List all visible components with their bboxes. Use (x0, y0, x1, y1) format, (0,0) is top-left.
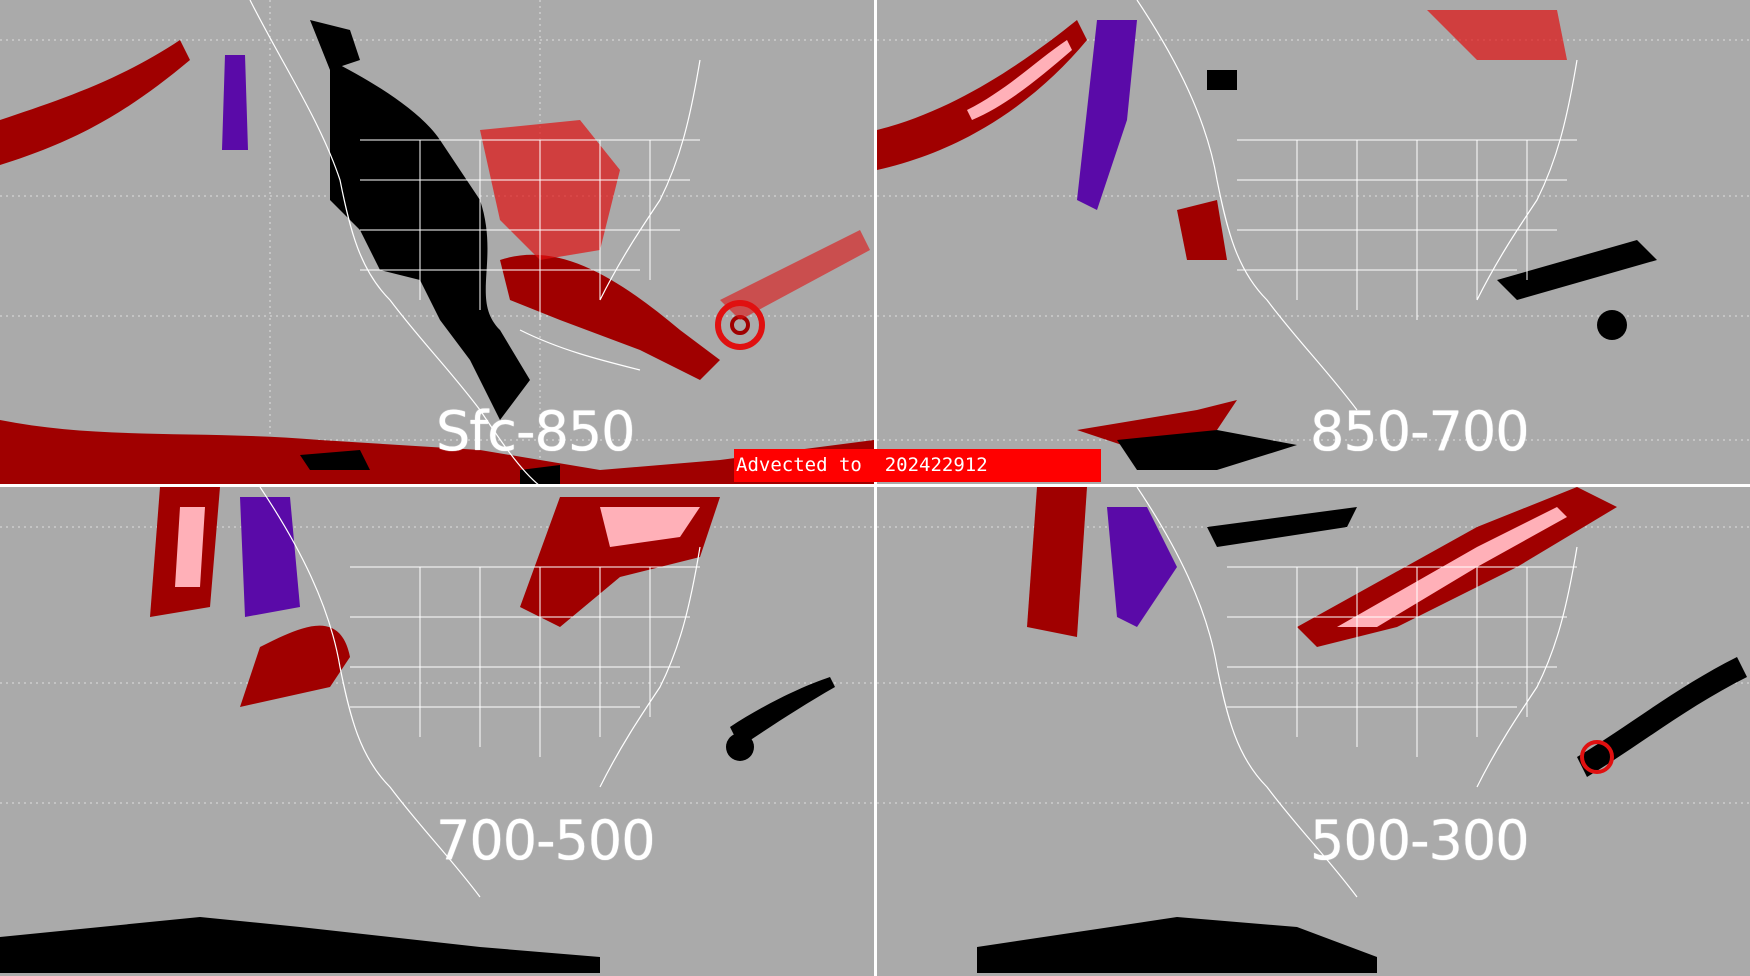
red-region-midwest (480, 120, 620, 260)
tropical-dry-spots (300, 450, 560, 486)
state-borders (350, 566, 700, 757)
map-panel-700-500: 700-500 (0, 487, 874, 973)
coastlines (1136, 487, 1578, 898)
purple-region (222, 55, 248, 150)
tropical-dry-band (0, 917, 600, 973)
dry-region-west-us (330, 60, 530, 420)
red-region-westcoast (240, 625, 350, 707)
tropical-dry-band (1117, 430, 1297, 470)
coastlines (1136, 0, 1578, 411)
dry-streak-north (1207, 507, 1357, 547)
dry-streak-atlantic (1577, 657, 1747, 777)
hurricane-eye (1597, 310, 1627, 340)
pink-plume-pacific (175, 507, 205, 587)
dry-spiral-atlantic (730, 677, 835, 747)
advected-timestamp-banner: Advected to 202422912 (734, 449, 1101, 482)
vertical-divider (874, 0, 877, 976)
state-borders (360, 139, 700, 320)
graticule (877, 39, 1750, 441)
map-sfc-850 (0, 0, 874, 486)
red-region-east (500, 254, 720, 380)
purple-region (1107, 507, 1177, 627)
coastlines (259, 487, 701, 898)
purple-region (240, 497, 300, 617)
map-700-500 (0, 487, 874, 973)
pink-region-northeast (600, 507, 700, 547)
tropical-band (1077, 400, 1237, 450)
coastlines (249, 0, 701, 486)
layer-label-500-300: 500-300 (1310, 809, 1530, 872)
graticule (877, 526, 1750, 804)
hurricane-eye (726, 733, 754, 761)
pink-band (967, 40, 1072, 120)
red-region-northeast (1427, 10, 1567, 60)
atmospheric-river-pacific (0, 40, 190, 165)
map-500-300 (877, 487, 1750, 973)
layer-label-sfc-850: Sfc-850 (436, 400, 636, 463)
graticule (0, 526, 874, 804)
dry-region-north (310, 20, 360, 70)
map-panel-500-300: 500-300 (877, 487, 1750, 973)
dry-region-atlantic (1497, 240, 1657, 300)
dry-region-north (1207, 70, 1237, 90)
red-plume-pacific (1027, 487, 1087, 637)
layer-label-700-500: 700-500 (436, 809, 656, 872)
layer-label-850-700: 850-700 (1310, 400, 1530, 463)
tropical-band (977, 917, 1377, 973)
map-panel-850-700: 850-700 (877, 0, 1750, 486)
map-850-700 (877, 0, 1750, 470)
purple-region (1077, 20, 1137, 210)
red-region-pacific-blob (1177, 200, 1227, 260)
state-borders (1237, 139, 1577, 320)
map-panel-sfc-850: Sfc-850 (0, 0, 874, 486)
red-band-atlantic (720, 230, 870, 320)
state-borders (1227, 566, 1577, 757)
atmospheric-river-pacific (877, 20, 1087, 170)
hurricane-eye (1580, 740, 1614, 774)
tropical-band (0, 420, 874, 486)
